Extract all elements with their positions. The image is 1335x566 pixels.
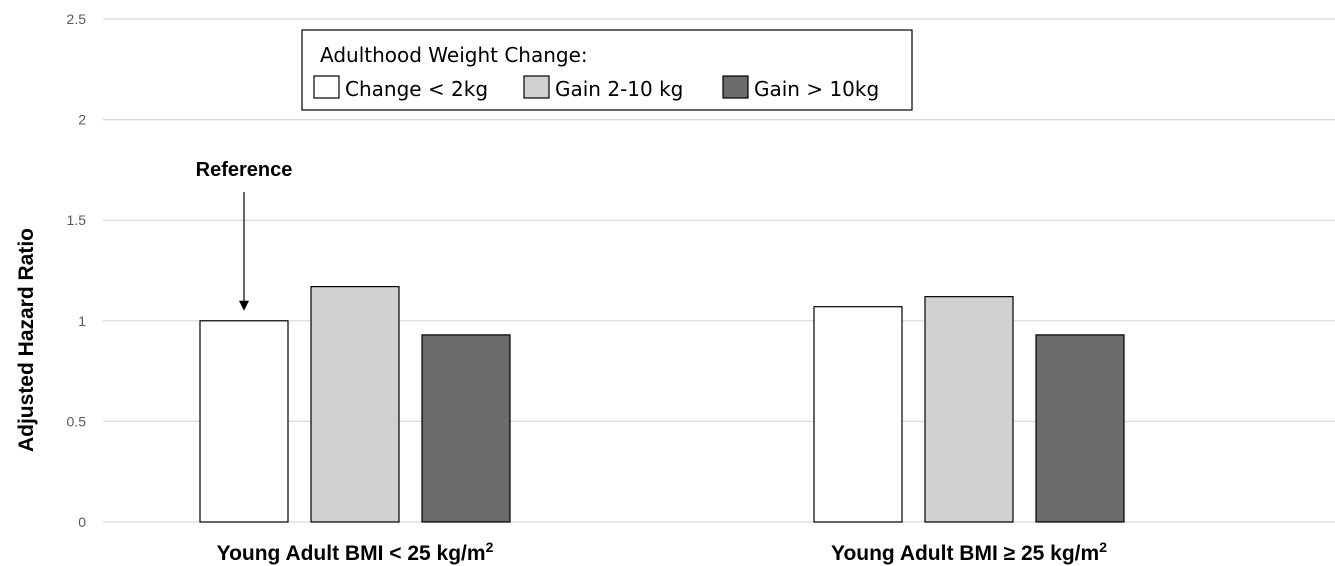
reference-arrow-head	[239, 300, 249, 311]
bars	[199, 285, 1125, 523]
category-label-text: Young Adult BMI < 25 kg/m	[217, 542, 486, 565]
category-label-superscript: 2	[1099, 539, 1107, 555]
y-tick-label: 2.5	[67, 11, 87, 27]
legend-entry: Gain > 10kg	[754, 77, 879, 101]
legend-entry: Gain 2-10 kg	[555, 77, 683, 101]
bar	[1035, 334, 1125, 523]
y-tick-label: 2	[78, 112, 86, 128]
y-tick-label: 1	[78, 313, 86, 329]
y-axis-label: Adjusted Hazard Ratio	[15, 228, 38, 452]
reference-annotation: Reference	[196, 159, 293, 181]
gridlines	[103, 18, 1335, 523]
category-label: Young Adult BMI ≥ 25 kg/m2	[831, 539, 1107, 565]
legend-items: Change < 2kg Gain 2-10 kg Gain > 10kg	[313, 75, 879, 101]
legend-title: Adulthood Weight Change:	[320, 43, 588, 67]
legend-swatch	[722, 75, 749, 99]
category-label-superscript: 2	[486, 539, 494, 555]
bar	[421, 334, 511, 523]
y-tick-label: 0	[78, 514, 86, 530]
bar	[199, 320, 289, 523]
bar	[813, 306, 903, 523]
legend-swatch	[523, 75, 550, 99]
annotations: Reference	[196, 159, 293, 311]
y-tick-label: 0.5	[67, 413, 87, 429]
category-labels: Young Adult BMI < 25 kg/m2 Young Adult BM…	[217, 539, 1108, 565]
legend-entry: Change < 2kg	[345, 77, 488, 101]
legend: Adulthood Weight Change: Change < 2kg Gai…	[301, 29, 913, 111]
category-label-text: Young Adult BMI ≥ 25 kg/m	[831, 542, 1099, 565]
y-tick-labels: 0 0.5 1 1.5 2 2.5	[67, 11, 87, 530]
bar	[924, 296, 1014, 523]
y-tick-label: 1.5	[67, 212, 87, 228]
legend-swatch	[313, 75, 340, 99]
legend-frame	[301, 29, 913, 111]
category-label: Young Adult BMI < 25 kg/m2	[217, 539, 494, 565]
bar	[310, 285, 400, 523]
